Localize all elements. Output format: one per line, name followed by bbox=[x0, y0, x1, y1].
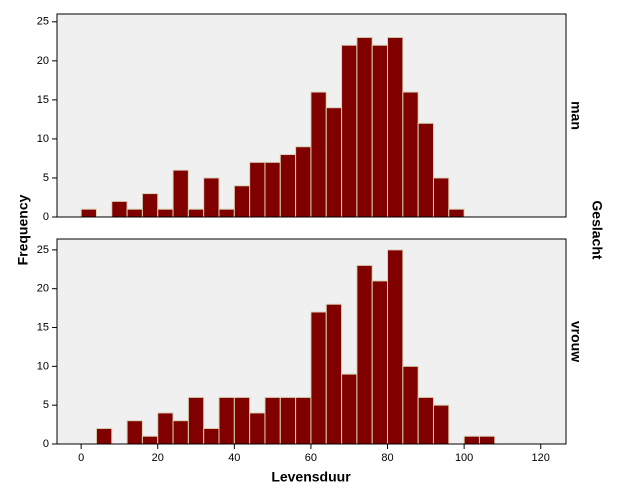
bar bbox=[371, 44, 389, 218]
bar bbox=[249, 161, 266, 218]
bar bbox=[279, 396, 297, 445]
bar bbox=[371, 280, 389, 445]
bar bbox=[249, 412, 266, 445]
bar bbox=[126, 208, 143, 218]
y-tick-label: 5 bbox=[43, 399, 49, 411]
bar bbox=[218, 396, 235, 445]
bar bbox=[187, 396, 205, 445]
y-axis-label: Frequency bbox=[15, 194, 31, 265]
bar bbox=[264, 396, 281, 445]
bar bbox=[387, 36, 404, 218]
x-tick-label: 100 bbox=[455, 452, 473, 464]
bar bbox=[402, 91, 419, 218]
bar bbox=[172, 169, 189, 218]
x-tick-label: 20 bbox=[152, 452, 164, 464]
y-tick-label: 25 bbox=[37, 244, 49, 256]
bar bbox=[478, 435, 496, 445]
bar bbox=[341, 44, 358, 218]
bar bbox=[187, 208, 205, 218]
bar bbox=[157, 412, 174, 445]
bar bbox=[279, 154, 297, 218]
bar bbox=[80, 208, 97, 218]
y-tick-label: 0 bbox=[43, 211, 49, 223]
bar bbox=[432, 177, 450, 218]
bar bbox=[310, 311, 327, 445]
bar bbox=[157, 208, 174, 218]
x-axis-label: Levensduur bbox=[271, 469, 351, 485]
bar bbox=[233, 396, 251, 445]
bar bbox=[141, 435, 159, 445]
bar bbox=[387, 249, 404, 445]
panel-label: vrouw bbox=[568, 321, 584, 362]
bar bbox=[341, 373, 358, 445]
y-tick-label: 20 bbox=[37, 55, 49, 67]
y-tick-label: 10 bbox=[37, 133, 49, 145]
y-tick-label: 20 bbox=[37, 283, 49, 295]
x-tick-label: 80 bbox=[381, 452, 393, 464]
y-tick-label: 0 bbox=[43, 438, 49, 450]
facet-title: Geslacht bbox=[589, 200, 605, 259]
x-tick-label: 40 bbox=[228, 452, 240, 464]
bar bbox=[203, 427, 220, 445]
bar bbox=[402, 365, 419, 445]
bar bbox=[310, 91, 327, 218]
bar bbox=[325, 303, 343, 445]
bar bbox=[218, 208, 235, 218]
panel-label: man bbox=[568, 101, 584, 130]
x-tick-label: 60 bbox=[305, 452, 317, 464]
bar bbox=[295, 396, 312, 445]
y-tick-label: 25 bbox=[37, 16, 49, 28]
plot-frame bbox=[56, 13, 567, 218]
bar bbox=[233, 185, 251, 218]
y-tick-label: 15 bbox=[37, 94, 49, 106]
bar bbox=[95, 427, 113, 445]
bar bbox=[126, 420, 143, 445]
bar bbox=[172, 420, 189, 445]
bar bbox=[295, 146, 312, 218]
plot-frame bbox=[56, 238, 567, 445]
y-tick-label: 15 bbox=[37, 321, 49, 333]
bar bbox=[264, 161, 281, 218]
bar bbox=[432, 404, 450, 445]
bar bbox=[417, 122, 434, 218]
bar bbox=[111, 200, 128, 218]
y-tick-label: 10 bbox=[37, 360, 49, 372]
bar bbox=[356, 36, 373, 218]
bar bbox=[463, 435, 480, 445]
x-tick-label: 120 bbox=[532, 452, 550, 464]
bar bbox=[141, 193, 159, 218]
y-tick-label: 5 bbox=[43, 172, 49, 184]
x-tick-label: 0 bbox=[78, 452, 84, 464]
bar bbox=[203, 177, 220, 218]
bar bbox=[448, 208, 465, 218]
bar bbox=[356, 264, 373, 445]
bar bbox=[325, 107, 343, 218]
bar bbox=[417, 396, 434, 445]
